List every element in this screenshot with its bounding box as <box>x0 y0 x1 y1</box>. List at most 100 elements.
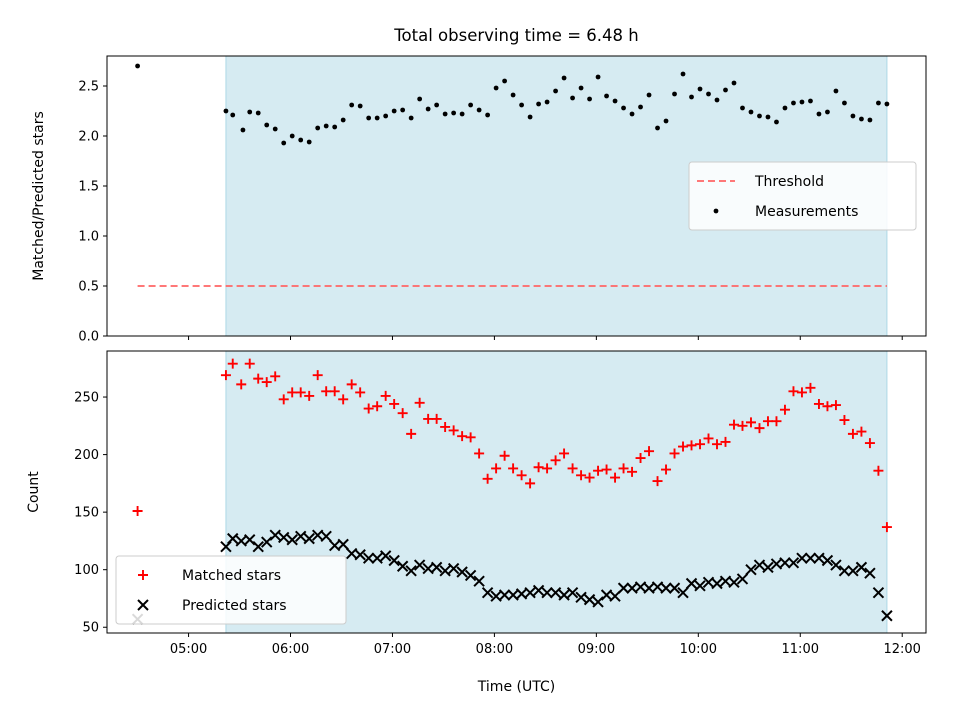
bottom-panel: 50 100 150 200 250 05:00 06:00 07:00 08:00 09:00 1… <box>26 350 927 657</box>
data-point <box>499 450 510 461</box>
data-point <box>413 559 426 571</box>
data-point <box>355 387 366 398</box>
data-point <box>332 124 338 130</box>
data-point <box>533 462 544 473</box>
data-point <box>706 91 711 97</box>
data-point <box>255 110 261 116</box>
data-point <box>661 464 672 475</box>
data-point <box>425 106 431 112</box>
data-point <box>379 550 392 562</box>
data-point <box>312 370 323 381</box>
data-point <box>525 478 536 489</box>
data-point <box>405 565 417 577</box>
data-point <box>838 565 851 577</box>
y-tick-label: 2.5 <box>78 80 99 95</box>
data-point <box>485 112 491 118</box>
data-point <box>678 441 689 452</box>
data-point <box>304 390 315 401</box>
data-point <box>220 370 231 381</box>
data-point <box>575 591 587 604</box>
data-point <box>627 466 638 477</box>
data-point <box>646 92 652 98</box>
data-point <box>349 102 355 108</box>
data-point <box>884 101 890 107</box>
data-point <box>740 105 745 111</box>
data-point <box>655 125 660 131</box>
data-point <box>745 563 757 576</box>
data-point <box>748 109 754 115</box>
data-point <box>362 552 375 564</box>
data-point <box>519 102 524 108</box>
data-point <box>881 522 892 533</box>
data-point <box>346 379 357 390</box>
data-point <box>876 100 881 106</box>
data-point <box>804 552 817 564</box>
data-point <box>481 587 494 599</box>
data-point <box>439 565 451 577</box>
data-point <box>737 420 748 431</box>
data-point <box>524 587 536 599</box>
data-point <box>247 109 253 115</box>
data-point <box>720 436 731 447</box>
data-point <box>468 102 474 108</box>
data-point <box>617 582 630 594</box>
y-tick-label: 250 <box>74 391 99 406</box>
data-point <box>532 584 545 597</box>
data-point <box>685 577 698 590</box>
data-point <box>431 413 442 424</box>
data-point <box>253 373 264 384</box>
data-point <box>850 113 856 119</box>
data-point <box>629 111 635 117</box>
x-tick-label: 09:00 <box>578 642 615 657</box>
data-point <box>728 419 739 430</box>
data-point <box>601 464 612 475</box>
data-point <box>374 115 380 121</box>
data-point <box>414 397 425 408</box>
data-point <box>289 133 295 139</box>
data-point <box>303 532 315 545</box>
legend-handle <box>137 599 149 611</box>
data-point <box>788 386 799 397</box>
data-point <box>252 540 264 553</box>
data-point <box>287 387 298 398</box>
legend: Matched stars Predicted stars <box>115 555 347 625</box>
data-point <box>527 114 533 120</box>
data-point <box>796 552 808 564</box>
data-point <box>306 139 312 145</box>
data-point <box>542 463 553 474</box>
data-point <box>286 534 298 546</box>
data-point <box>680 71 686 77</box>
axes-frame <box>106 350 927 634</box>
data-point <box>830 400 841 411</box>
data-point <box>712 439 723 450</box>
data-point <box>567 463 578 474</box>
data-point <box>695 439 706 450</box>
data-point <box>663 118 669 124</box>
data-point <box>434 102 440 108</box>
data-point <box>714 97 720 103</box>
legend-label: Measurements <box>755 204 858 220</box>
data-point <box>583 593 596 606</box>
x-tick-label: 06:00 <box>272 642 309 657</box>
data-point <box>295 387 306 398</box>
data-point <box>595 74 601 80</box>
data-point <box>227 358 238 369</box>
data-point <box>593 465 604 476</box>
data-point <box>298 137 304 143</box>
data-point <box>508 463 519 474</box>
data-point <box>391 108 397 114</box>
data-point <box>482 473 493 484</box>
y-tick-label: 2.0 <box>78 130 99 145</box>
data-point <box>230 112 236 118</box>
data-point <box>261 377 272 388</box>
data-point <box>864 438 875 449</box>
data-point <box>830 559 842 571</box>
data-point <box>544 99 550 105</box>
data-point <box>354 549 366 561</box>
data-point <box>294 530 307 543</box>
data-point <box>570 95 575 101</box>
data-point <box>677 587 689 599</box>
y-tick-label: 0.5 <box>78 280 99 295</box>
data-point <box>825 109 830 115</box>
